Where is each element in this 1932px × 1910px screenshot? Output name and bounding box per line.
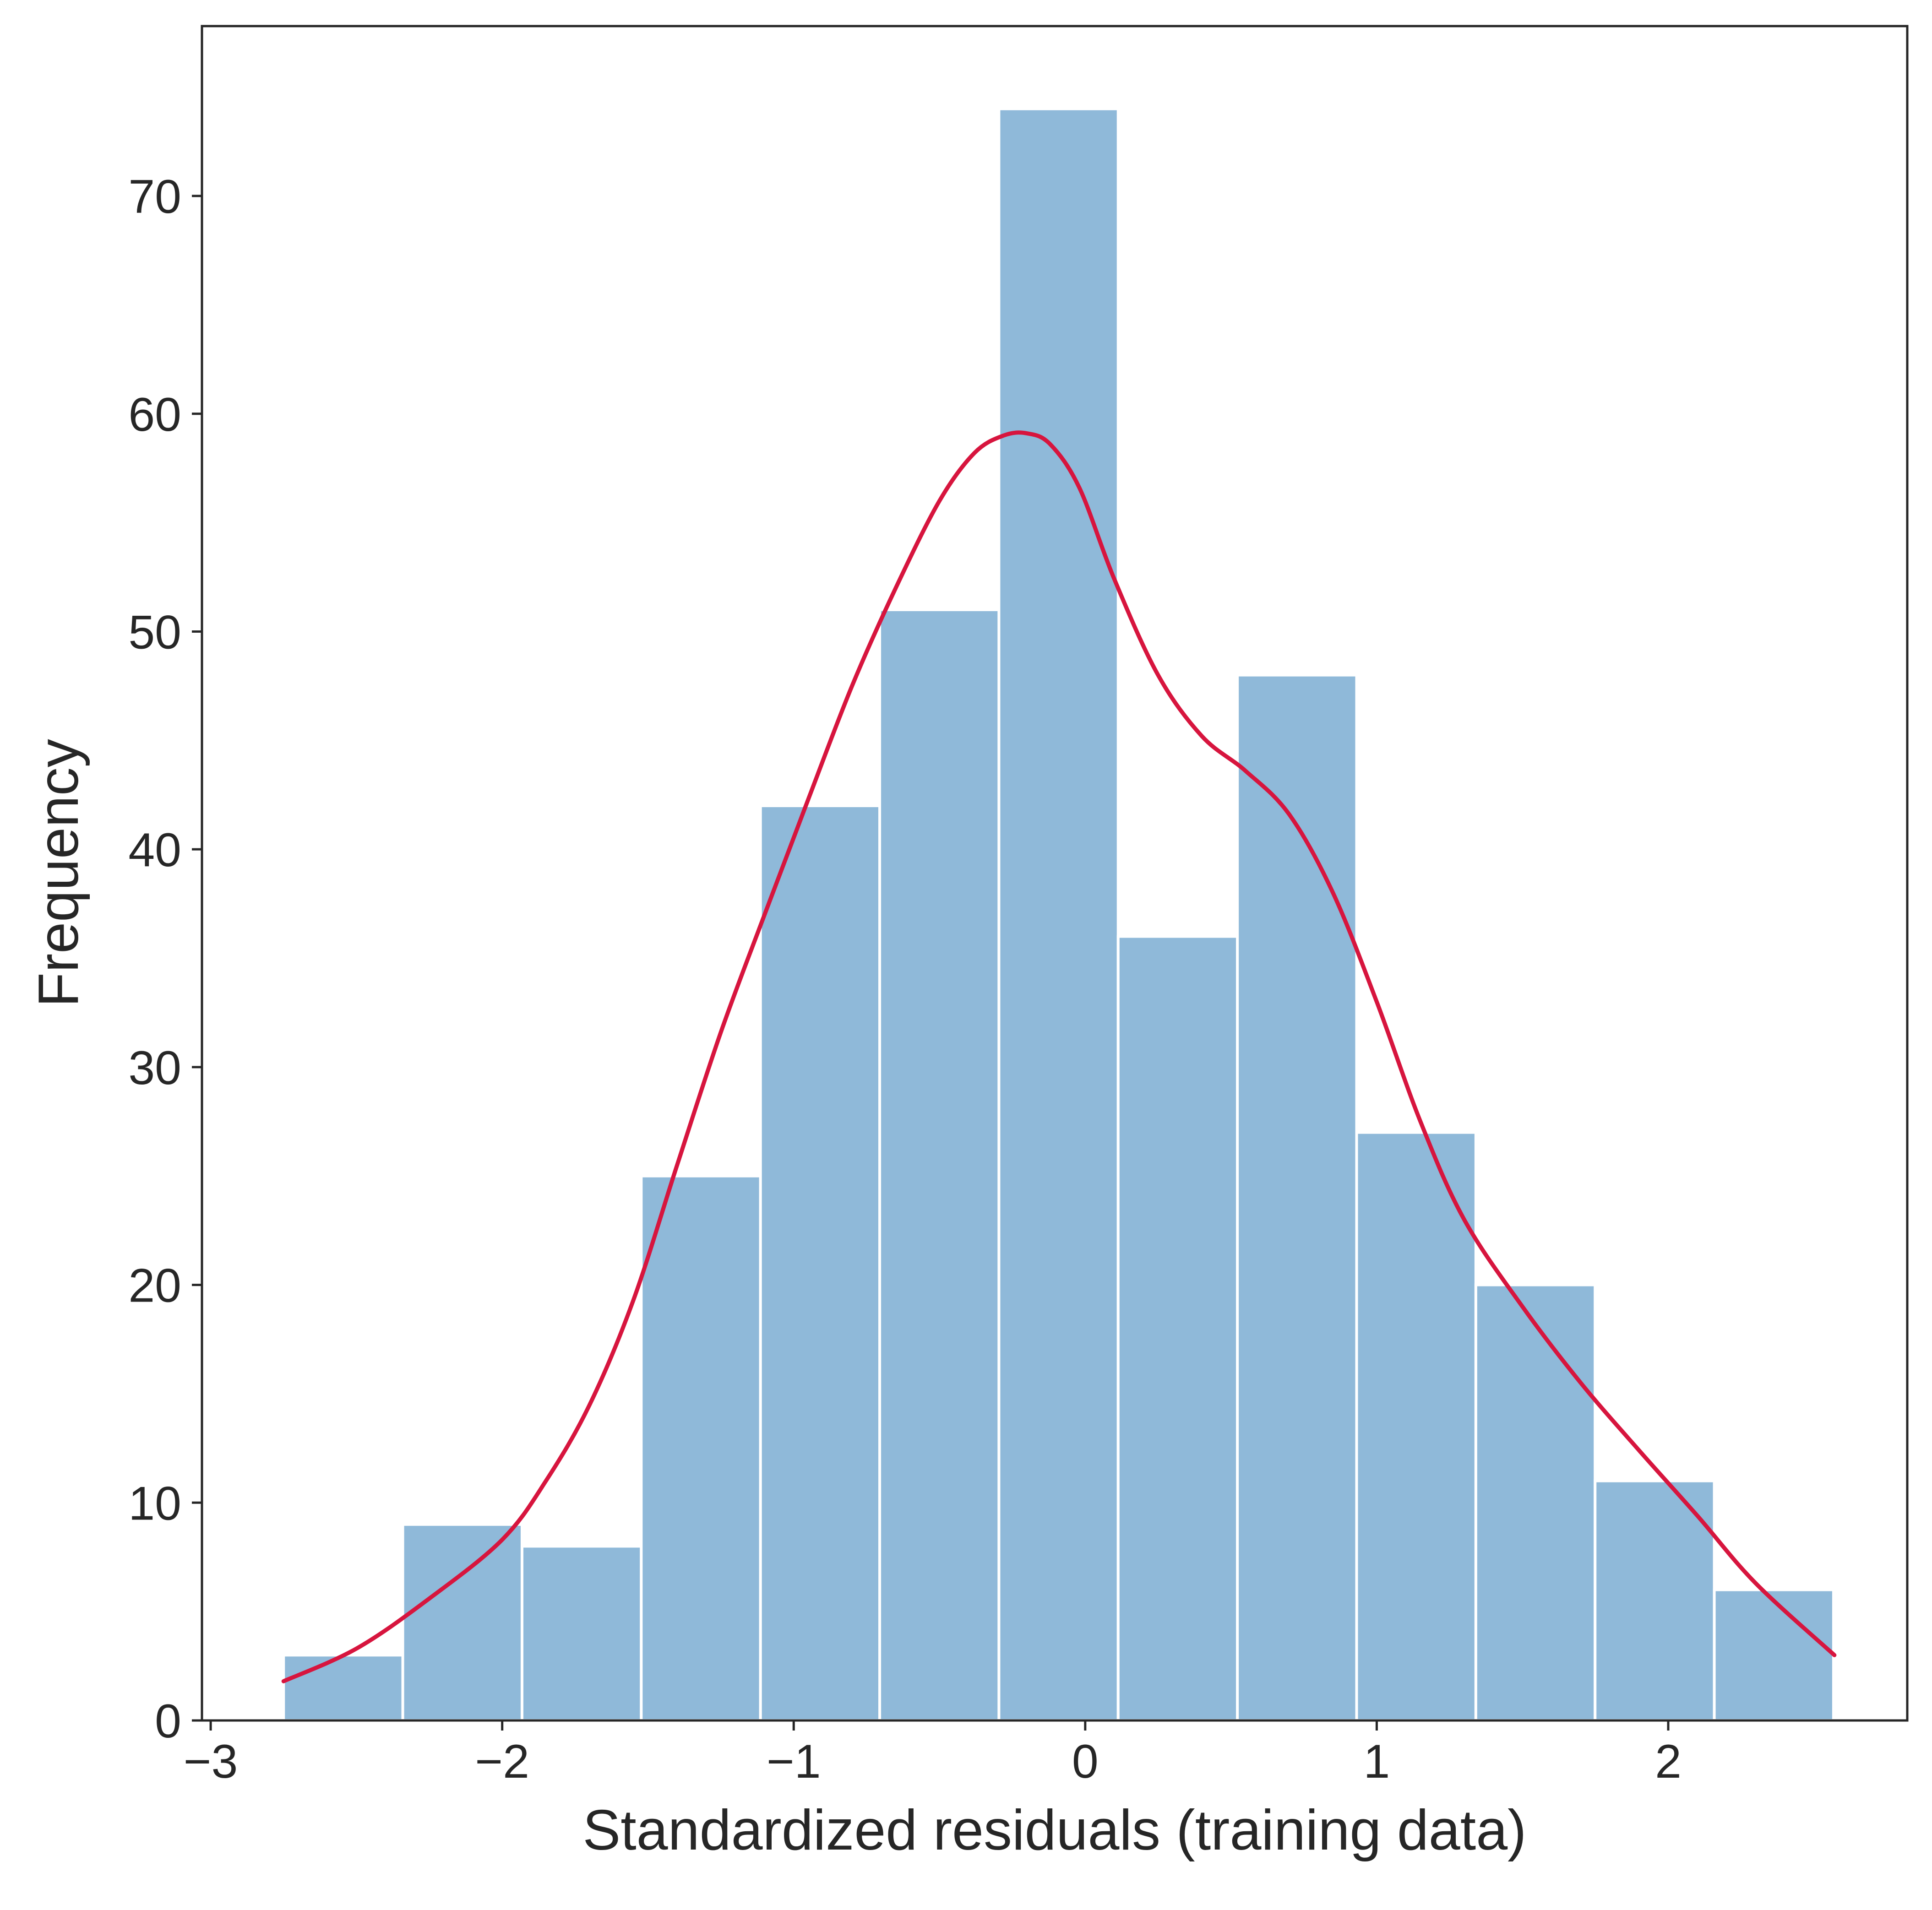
histogram-bar xyxy=(878,608,1001,1722)
y-tick-label: 70 xyxy=(128,170,181,223)
histogram-bar xyxy=(1474,1283,1597,1722)
y-tick-label: 20 xyxy=(128,1259,181,1313)
y-tick-label: 30 xyxy=(128,1042,181,1095)
histogram-bar xyxy=(282,1654,404,1722)
y-tick-label: 60 xyxy=(128,388,181,441)
histogram-bar xyxy=(520,1545,643,1722)
y-tick-label: 50 xyxy=(128,606,181,659)
histogram-bar xyxy=(759,804,882,1722)
x-tick-label: 1 xyxy=(1364,1735,1390,1788)
x-tick-label: −2 xyxy=(475,1735,529,1788)
histogram-bars xyxy=(282,107,1835,1722)
histogram-bar xyxy=(1236,673,1358,1722)
histogram-bar xyxy=(1594,1479,1716,1722)
y-tick-label: 0 xyxy=(155,1695,181,1748)
x-tick-label: 0 xyxy=(1072,1735,1099,1788)
histogram-bar xyxy=(1116,935,1239,1722)
histogram-bar xyxy=(401,1523,523,1722)
histogram-bar xyxy=(640,1174,762,1722)
x-axis-ticks: −3 −2 −1 0 1 2 xyxy=(184,1720,1682,1788)
y-tick-label: 10 xyxy=(128,1477,181,1530)
y-tick-label: 40 xyxy=(128,824,181,877)
y-axis-ticks: 0 10 20 30 40 50 60 70 xyxy=(128,170,202,1748)
x-tick-label: −1 xyxy=(767,1735,821,1788)
x-tick-label: −3 xyxy=(184,1735,238,1788)
axes-frame xyxy=(201,25,1909,1722)
histogram-bar xyxy=(1355,1131,1477,1722)
x-axis-label: Standardized residuals (training data) xyxy=(583,1799,1527,1862)
histogram-bar xyxy=(1713,1588,1835,1722)
y-axis-label: Frequency xyxy=(27,739,90,1007)
kde-curve xyxy=(281,430,1837,1683)
x-tick-label: 2 xyxy=(1655,1735,1682,1788)
histogram-bar xyxy=(997,107,1120,1722)
